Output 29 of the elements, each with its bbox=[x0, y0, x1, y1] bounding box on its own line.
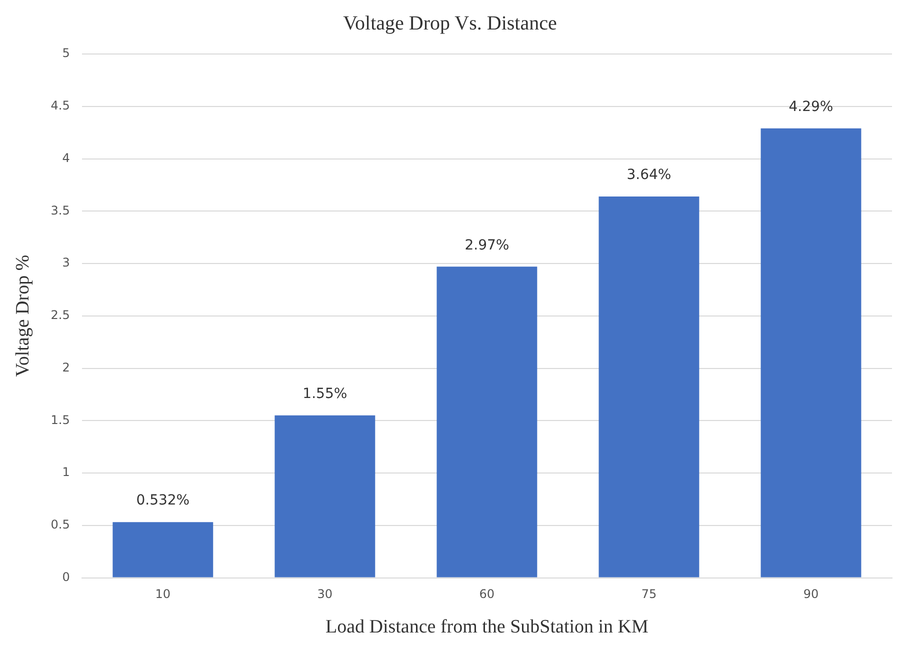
bar bbox=[274, 415, 376, 578]
y-tick-label: 1 bbox=[62, 465, 70, 480]
x-tick-label: 60 bbox=[479, 587, 495, 602]
chart-title: Voltage Drop Vs. Distance bbox=[343, 12, 557, 34]
y-tick-label: 4.5 bbox=[50, 98, 70, 113]
data-label: 0.532% bbox=[136, 492, 190, 509]
y-tick-label: 2 bbox=[62, 360, 70, 374]
y-tick-label: 1.5 bbox=[50, 412, 70, 427]
y-tick-label: 0 bbox=[62, 570, 70, 584]
bar bbox=[598, 196, 700, 578]
x-tick-label: 30 bbox=[317, 587, 333, 602]
y-tick-label: 3 bbox=[62, 256, 70, 270]
x-axis-title: Load Distance from the SubStation in KM bbox=[325, 616, 649, 638]
y-tick-label: 0.5 bbox=[50, 518, 70, 532]
y-axis-title: Voltage Drop % bbox=[12, 254, 34, 377]
data-label: 3.64% bbox=[626, 167, 672, 184]
y-tick-label: 3.5 bbox=[50, 203, 70, 218]
bar bbox=[112, 522, 214, 578]
bar bbox=[436, 266, 538, 578]
data-label: 2.97% bbox=[464, 237, 510, 254]
y-tick-label: 5 bbox=[62, 46, 70, 60]
x-tick-label: 75 bbox=[641, 587, 657, 602]
bar bbox=[760, 128, 862, 578]
x-tick-label: 90 bbox=[803, 587, 819, 602]
y-tick-label: 2.5 bbox=[50, 308, 70, 322]
data-label: 1.55% bbox=[302, 386, 348, 402]
y-tick-label: 4 bbox=[62, 150, 70, 165]
data-label: 4.29% bbox=[788, 99, 834, 116]
x-tick-label: 10 bbox=[155, 587, 171, 602]
